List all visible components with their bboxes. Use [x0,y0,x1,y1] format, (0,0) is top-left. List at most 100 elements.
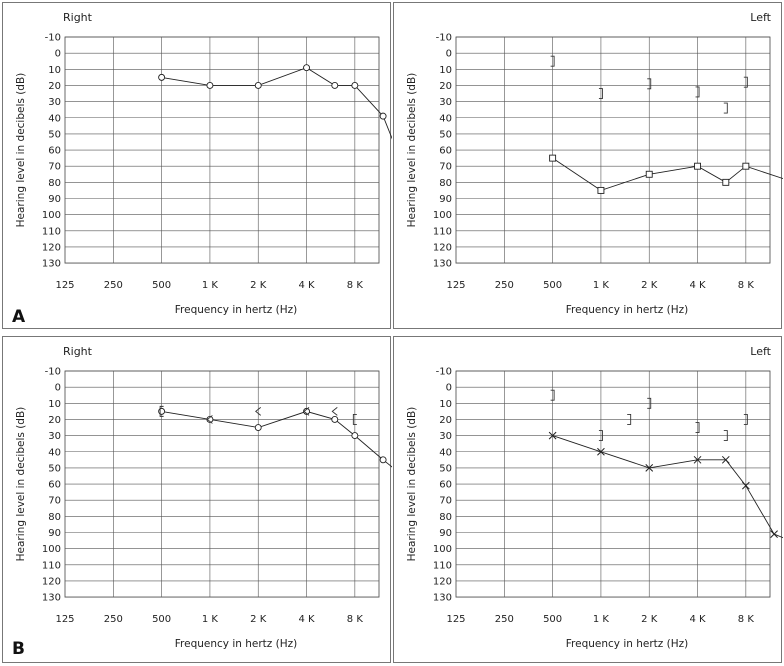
bone-marker-bracket [723,102,728,114]
x-tick-label: 250 [495,614,514,625]
bone-marker-bracket [695,86,700,98]
x-axis-label: Frequency in hertz (Hz) [566,304,689,316]
side-label: Right [63,345,92,358]
x-tick-label: 8 K [738,614,755,625]
bone-marker-bracket [627,414,632,425]
y-tick-label: 110 [433,226,452,237]
y-tick-label: 10 [48,65,61,76]
y-tick-label: 20 [48,415,61,426]
y-tick-label: 110 [42,560,61,571]
x-tick-label: 4 K [298,280,315,291]
audiogram-panel-a-left: Left -10 0 10 20 30 40 50 60 70 80 90 100 110 120 130 1… [393,2,783,329]
side-label: Right [63,11,92,24]
y-tick-label: 70 [48,496,61,507]
y-tick-label: 40 [439,113,452,124]
y-tick-label: -10 [436,367,452,378]
x-tick-label: 8 K [347,280,364,291]
y-tick-label: 70 [48,162,61,173]
x-tick-label: 500 [543,614,562,625]
x-tick-label: 8 K [347,614,364,625]
x-tick-label: 125 [446,614,465,625]
bone-marker-bracket [550,389,555,401]
bone-marker-angle [255,407,262,416]
y-tick-label: 60 [48,480,61,491]
y-tick-label: -10 [45,367,61,378]
x-axis-label: Frequency in hertz (Hz) [175,638,298,650]
x-tick-label: 1 K [202,614,219,625]
series-line [552,435,783,539]
x-tick-label: 8 K [738,280,755,291]
bone-marker-bracket [695,422,700,433]
data-point-square [742,162,750,170]
x-axis-label: Frequency in hertz (Hz) [175,304,298,316]
bone-marker-angle [303,407,310,416]
bone-marker-bracket [598,430,603,442]
data-point-circle [158,73,166,81]
x-tick-label: 1 K [593,614,610,625]
y-tick-label: 60 [439,480,452,491]
x-axis-label: Frequency in hertz (Hz) [566,638,689,650]
data-point-cross [721,455,730,464]
x-tick-label: 2 K [250,280,267,291]
y-tick-label: 90 [439,194,452,205]
data-point-cross [597,447,605,456]
audiogram-chart: -10 0 10 20 30 40 50 60 70 80 90 100 110 120 130 125 250… [15,33,392,316]
bone-marker-bracket [723,430,728,442]
x-tick-label: 2 K [250,614,267,625]
y-tick-label: 30 [439,431,452,442]
y-tick-label: 20 [48,81,61,92]
y-tick-label: 10 [439,399,452,410]
y-tick-label: 0 [55,383,61,394]
data-point-circle [206,81,214,89]
data-point-cross [548,431,557,440]
data-point-square [597,186,605,194]
x-tick-label: 1 K [202,280,219,291]
y-tick-label: 90 [439,528,452,539]
data-point-circle [254,424,262,431]
bone-marker-bracket [647,397,652,409]
y-tick-label: 110 [42,226,61,237]
data-point-circle [254,81,262,89]
data-point-square [645,170,653,178]
y-tick-label: 80 [48,178,61,189]
y-tick-label: 60 [48,146,61,157]
x-tick-label: 125 [55,280,74,291]
y-tick-label: 110 [433,560,452,571]
y-tick-label: 20 [439,81,452,92]
x-tick-label: 500 [152,614,171,625]
y-tick-label: 40 [48,113,61,124]
y-tick-label: -10 [436,33,452,44]
y-tick-label: -10 [45,33,61,44]
x-tick-label: 250 [104,614,123,625]
audiogram-panel-a-right: Right A -10 0 10 20 30 40 50 60 70 80 90 100 110 120 1… [2,2,392,329]
y-tick-label: 80 [439,178,452,189]
bone-marker-bracket [647,78,652,90]
audiogram-chart: -10 0 10 20 30 40 50 60 70 80 90 100 110 120 130 125 250… [406,367,783,650]
y-tick-label: 130 [433,593,452,604]
data-point-circle [379,456,387,464]
data-point-circle [303,64,310,72]
x-tick-label: 125 [446,280,465,291]
data-point-circle [351,432,359,440]
y-tick-label: 40 [48,447,61,458]
data-point-circle [331,415,339,423]
y-tick-label: 70 [439,496,452,507]
series-line [161,67,392,140]
y-tick-label: 90 [48,528,61,539]
data-point-square [549,154,557,162]
y-tick-label: 0 [55,49,61,60]
y-tick-label: 130 [42,593,61,604]
y-axis-label: Hearing level in decibels (dB) [406,73,418,228]
figure-label-b: B [12,639,25,659]
bone-marker-bracket [743,76,748,88]
y-tick-label: 90 [48,194,61,205]
x-tick-label: 1 K [593,280,610,291]
x-tick-label: 500 [543,280,562,291]
x-tick-label: 250 [495,280,514,291]
y-tick-label: 50 [439,129,452,140]
y-tick-label: 130 [42,259,61,270]
y-tick-label: 10 [439,65,452,76]
data-point-circle [158,407,166,415]
y-tick-label: 50 [439,463,452,474]
x-tick-label: 250 [104,280,123,291]
